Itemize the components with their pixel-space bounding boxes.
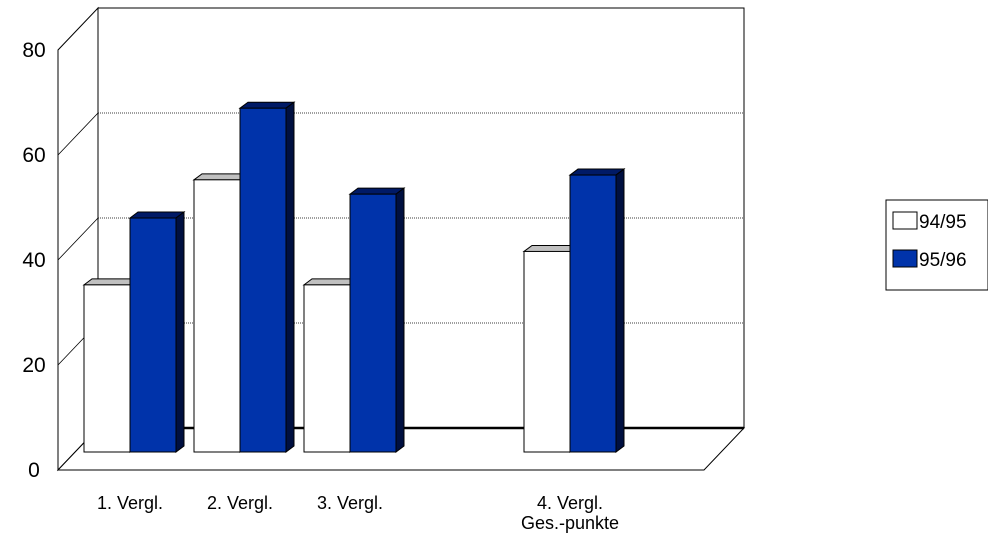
legend-label: 94/95 bbox=[919, 212, 967, 233]
x-tick-label: 1. Vergl. bbox=[97, 493, 163, 513]
bar-95-96-1 bbox=[128, 211, 186, 453]
legend: 94/95 95/96 bbox=[885, 199, 988, 291]
bar-front bbox=[523, 250, 571, 453]
bar-front bbox=[349, 193, 397, 453]
y-tick-label: 60 bbox=[22, 144, 45, 167]
legend-swatch bbox=[892, 211, 918, 230]
bar-front bbox=[83, 284, 131, 453]
y-tick-label: 0 bbox=[28, 459, 40, 482]
bar-95-96-3 bbox=[348, 187, 406, 453]
y-tick-label: 80 bbox=[22, 39, 45, 62]
bar-95-96-2 bbox=[238, 101, 296, 453]
bar-side bbox=[175, 211, 185, 453]
bar-front bbox=[193, 179, 241, 453]
y-tick-label: 40 bbox=[22, 249, 45, 272]
gridline-side bbox=[57, 217, 99, 261]
x-category-labels: 1. Vergl. 2. Vergl. 3. Vergl. 4. Vergl.Ges.… bbox=[97, 493, 619, 533]
bar-top bbox=[568, 168, 626, 176]
bar-front bbox=[303, 284, 351, 453]
bar-front bbox=[569, 174, 617, 453]
x-tick-label: 2. Vergl. bbox=[207, 493, 273, 513]
y-tick-labels: 0 20 40 60 80 bbox=[22, 39, 45, 482]
bar-top bbox=[238, 101, 296, 109]
bar-95-96-4 bbox=[568, 168, 626, 453]
bar-front bbox=[239, 107, 287, 453]
bars bbox=[82, 101, 626, 453]
bar-side bbox=[615, 168, 625, 453]
legend-swatch bbox=[892, 249, 918, 268]
bar-side bbox=[285, 101, 295, 453]
bar-top bbox=[348, 187, 406, 195]
bar-front bbox=[129, 217, 177, 453]
gridlines bbox=[57, 112, 744, 366]
bar-top bbox=[128, 211, 186, 219]
y-tick-label: 20 bbox=[22, 354, 45, 377]
gridline-side bbox=[57, 112, 99, 156]
x-tick-label: 4. Vergl. bbox=[537, 493, 603, 513]
bar-side bbox=[395, 187, 405, 453]
legend-label: 95/96 bbox=[919, 250, 967, 271]
x-tick-label: 3. Vergl. bbox=[317, 493, 383, 513]
x-tick-label: Ges.-punkte bbox=[521, 513, 619, 533]
